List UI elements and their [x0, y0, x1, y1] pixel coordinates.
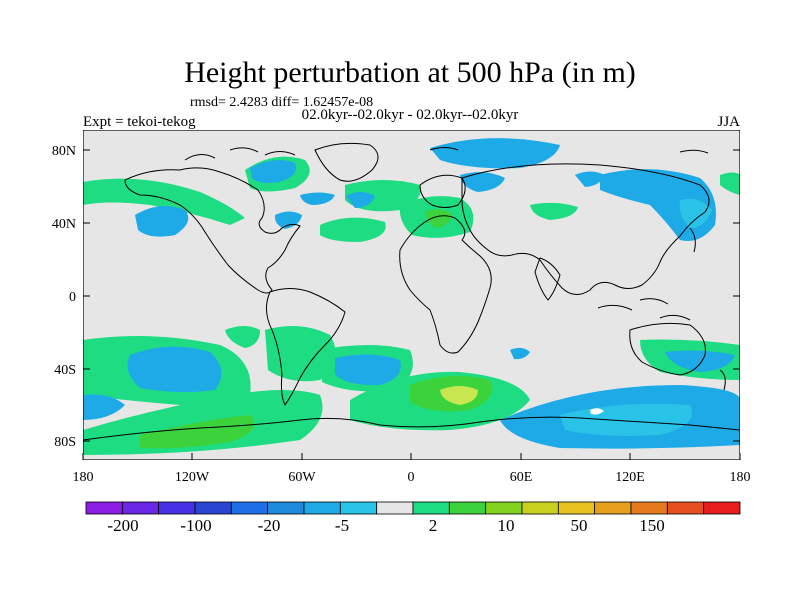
- stats-text: rmsd= 2.4283 diff= 1.62457e-08: [190, 95, 373, 110]
- coastline-north-america: [124, 167, 301, 294]
- contour-fills: [83, 138, 740, 455]
- lat-tick-label: 40S: [54, 363, 76, 378]
- axis-ticks: [82, 149, 741, 460]
- periods-text: 02.0kyr--02.0kyr - 02.0kyr--02.0kyr: [302, 107, 519, 123]
- coastline-greenland: [314, 142, 379, 182]
- coastline-asia: [461, 163, 710, 295]
- experiment-label: Expt = tekoi-tekog: [83, 114, 196, 130]
- coastline-australia: [629, 322, 706, 376]
- lat-tick-label: 0: [69, 290, 76, 305]
- map-panel: [83, 130, 740, 460]
- colorbar-swatch: [267, 501, 305, 515]
- coastline-europe-africa: [399, 215, 492, 354]
- lat-tick-label: 80S: [54, 435, 76, 450]
- colorbar-swatch: [230, 501, 269, 515]
- colorbar-swatch: [85, 501, 123, 515]
- colorbar-label: -5: [335, 516, 349, 535]
- figure-title: Height perturbation at 500 hPa (in m): [184, 56, 636, 89]
- colorbar-label: 150: [639, 516, 665, 535]
- latitude-labels: 80N 40N 0 40S 80S: [52, 144, 76, 450]
- coastline-antarctica: [83, 416, 740, 441]
- longitude-labels: 180 120W 60W 0 60E 120E 180: [73, 470, 751, 485]
- colorbar-label: -20: [258, 516, 281, 535]
- contour-region: [575, 171, 605, 187]
- colorbar: [85, 501, 741, 515]
- colorbar-swatch: [521, 501, 559, 515]
- colorbar-labels: -200 -100 -20 -5 2 10 50 150: [107, 516, 664, 535]
- contour-region: [83, 394, 125, 420]
- contour-region: [530, 202, 578, 220]
- contour-region: [430, 138, 560, 169]
- coastline-india: [534, 257, 561, 301]
- contour-region: [265, 326, 336, 382]
- contour-region: [140, 415, 255, 449]
- contour-region: [335, 354, 401, 386]
- contour-region: [665, 350, 735, 372]
- colorbar-swatch: [630, 501, 668, 515]
- coastline-japan: [689, 227, 696, 253]
- lon-tick-label: 60E: [510, 470, 533, 485]
- lat-tick-label: 80N: [52, 144, 76, 159]
- lon-tick-label: 120W: [175, 470, 210, 485]
- colorbar-swatch: [303, 501, 341, 515]
- coastline-south-america: [266, 288, 346, 406]
- colorbar-swatch: [557, 501, 596, 515]
- colorbar-label: 10: [498, 516, 515, 535]
- contour-region: [300, 192, 335, 205]
- lon-tick-label: 120E: [615, 470, 645, 485]
- lat-tick-label: 40N: [52, 217, 76, 232]
- colorbar-swatch: [485, 501, 523, 515]
- lon-tick-label: 0: [408, 470, 415, 485]
- coastline-new-zealand: [719, 369, 726, 391]
- colorbar-swatch: [666, 501, 705, 515]
- coastlines: [83, 142, 740, 441]
- season-label: JJA: [717, 114, 740, 130]
- contour-region: [679, 198, 712, 228]
- colorbar-swatch: [448, 501, 487, 515]
- lon-tick-label: 180: [730, 470, 751, 485]
- colorbar-label: -100: [180, 516, 211, 535]
- colorbar-label: -200: [107, 516, 138, 535]
- contour-region: [135, 206, 189, 237]
- coastline-arctic-islands: [184, 147, 709, 161]
- contour-region: [83, 178, 245, 225]
- contour-region: [440, 386, 478, 405]
- colorbar-label: 2: [429, 516, 438, 535]
- colorbar-swatch: [121, 501, 160, 515]
- contour-region: [460, 172, 505, 192]
- colorbar-swatch: [594, 501, 632, 515]
- contour-region: [127, 346, 222, 393]
- colorbar-swatch: [194, 501, 232, 515]
- contour-region: [425, 209, 452, 228]
- coastline-islands: [597, 298, 691, 321]
- colorbar-swatch: [703, 501, 741, 515]
- contour-region: [320, 217, 386, 242]
- contour-region: [250, 159, 296, 183]
- colorbar-swatch: [412, 501, 450, 515]
- coastline-scandinavia: [419, 174, 466, 208]
- lon-tick-label: 180: [73, 470, 94, 485]
- contour-region: [510, 347, 530, 360]
- contour-region: [720, 172, 740, 195]
- contour-region: [346, 192, 375, 208]
- colorbar-swatch: [376, 501, 414, 515]
- contour-region: [590, 408, 604, 415]
- contour-region: [225, 326, 260, 348]
- colorbar-swatch: [158, 501, 196, 515]
- colorbar-swatch: [339, 501, 378, 515]
- lon-tick-label: 60W: [288, 470, 316, 485]
- colorbar-label: 50: [571, 516, 588, 535]
